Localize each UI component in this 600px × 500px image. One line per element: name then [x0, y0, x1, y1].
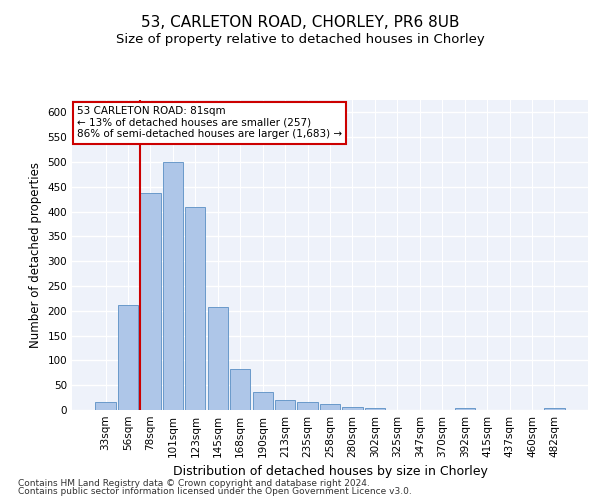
Bar — [320, 404, 340, 410]
Bar — [185, 206, 205, 410]
Text: 53, CARLETON ROAD, CHORLEY, PR6 8UB: 53, CARLETON ROAD, CHORLEY, PR6 8UB — [141, 15, 459, 30]
Bar — [544, 408, 565, 410]
Text: Contains HM Land Registry data © Crown copyright and database right 2024.: Contains HM Land Registry data © Crown c… — [18, 478, 370, 488]
Bar — [365, 408, 385, 410]
Y-axis label: Number of detached properties: Number of detached properties — [29, 162, 42, 348]
Bar — [230, 369, 250, 410]
Bar — [163, 162, 183, 410]
X-axis label: Distribution of detached houses by size in Chorley: Distribution of detached houses by size … — [173, 466, 487, 478]
Text: Contains public sector information licensed under the Open Government Licence v3: Contains public sector information licen… — [18, 487, 412, 496]
Bar — [95, 402, 116, 410]
Bar — [208, 307, 228, 410]
Text: Size of property relative to detached houses in Chorley: Size of property relative to detached ho… — [116, 32, 484, 46]
Bar — [343, 406, 362, 410]
Bar — [275, 400, 295, 410]
Bar — [253, 392, 273, 410]
Bar — [118, 305, 138, 410]
Bar — [140, 193, 161, 410]
Bar — [455, 408, 475, 410]
Text: 53 CARLETON ROAD: 81sqm
← 13% of detached houses are smaller (257)
86% of semi-d: 53 CARLETON ROAD: 81sqm ← 13% of detache… — [77, 106, 342, 140]
Bar — [298, 402, 317, 410]
